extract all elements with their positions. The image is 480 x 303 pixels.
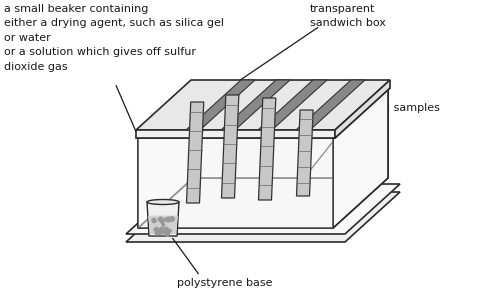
Circle shape: [160, 230, 164, 234]
Polygon shape: [136, 80, 390, 130]
Polygon shape: [221, 80, 290, 130]
Circle shape: [168, 229, 171, 232]
Polygon shape: [296, 80, 365, 130]
Circle shape: [154, 228, 157, 231]
Circle shape: [158, 217, 163, 221]
Polygon shape: [187, 102, 204, 203]
Circle shape: [160, 228, 164, 231]
Circle shape: [162, 224, 165, 226]
Text: polystyrene base: polystyrene base: [177, 278, 273, 288]
Polygon shape: [126, 192, 400, 242]
Polygon shape: [259, 98, 276, 200]
Polygon shape: [297, 110, 313, 196]
Polygon shape: [138, 178, 388, 228]
Polygon shape: [221, 95, 239, 198]
Polygon shape: [258, 80, 327, 130]
Circle shape: [157, 230, 161, 235]
Polygon shape: [138, 138, 333, 228]
Polygon shape: [126, 184, 400, 234]
Text: metal samples: metal samples: [358, 103, 440, 113]
Circle shape: [164, 230, 167, 233]
Circle shape: [155, 228, 158, 231]
Text: a small beaker containing
either a drying agent, such as silica gel
or water
or : a small beaker containing either a dryin…: [4, 4, 224, 72]
Polygon shape: [186, 80, 255, 130]
Polygon shape: [335, 80, 390, 138]
Polygon shape: [136, 88, 390, 138]
Circle shape: [164, 218, 166, 221]
Circle shape: [166, 217, 171, 222]
Polygon shape: [193, 88, 388, 178]
Circle shape: [156, 232, 158, 235]
Circle shape: [152, 219, 156, 223]
Circle shape: [152, 218, 155, 221]
Circle shape: [164, 230, 167, 233]
Polygon shape: [333, 88, 388, 228]
Polygon shape: [148, 216, 178, 234]
Polygon shape: [147, 202, 179, 236]
Circle shape: [165, 231, 169, 236]
Ellipse shape: [147, 199, 179, 205]
Circle shape: [161, 221, 164, 223]
Circle shape: [164, 227, 168, 231]
Text: transparent
sandwich box: transparent sandwich box: [310, 4, 386, 28]
Circle shape: [170, 217, 174, 221]
Polygon shape: [138, 88, 193, 228]
Polygon shape: [136, 130, 335, 138]
Circle shape: [161, 229, 167, 234]
